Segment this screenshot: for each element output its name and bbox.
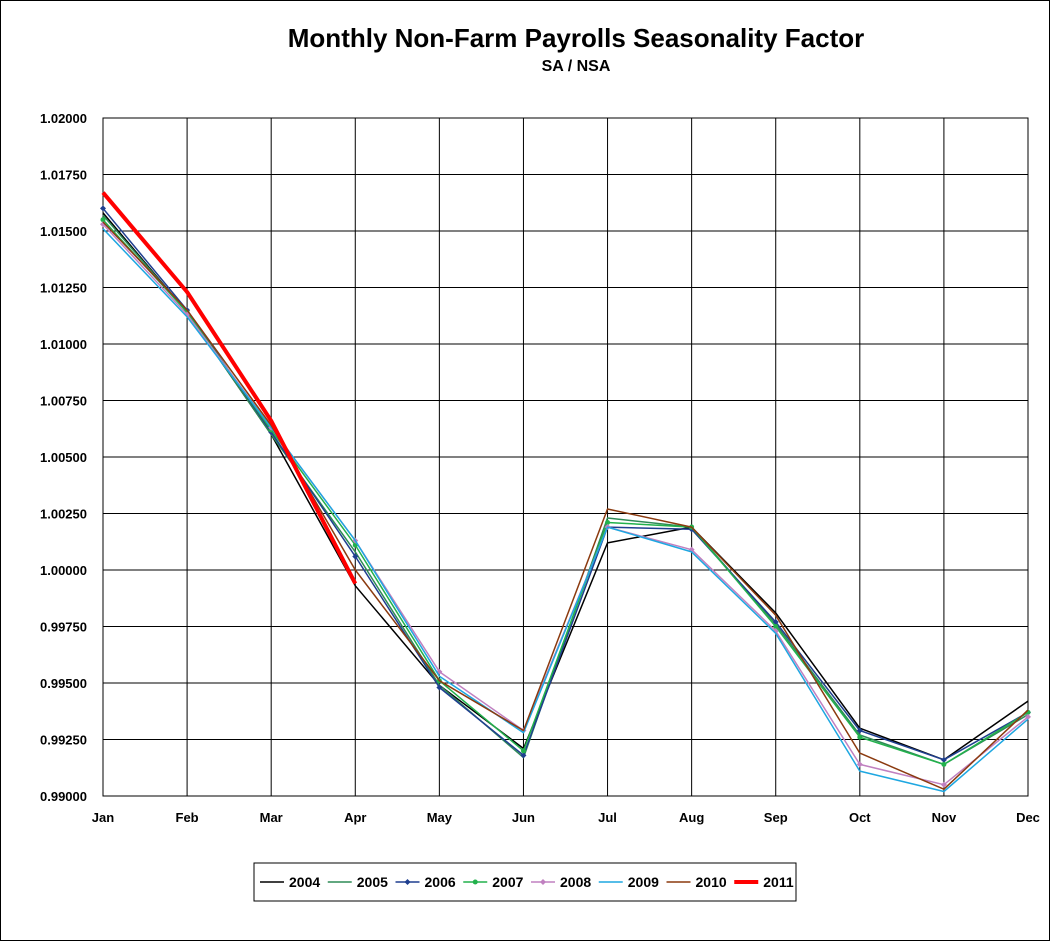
y-tick-label: 0.99000 — [40, 789, 87, 804]
legend-item-2010: 2010 — [666, 874, 727, 890]
series-2006 — [100, 205, 1031, 763]
data-point — [352, 553, 359, 560]
data-point — [940, 781, 947, 788]
chart-subtitle: SA / NSA — [542, 58, 611, 75]
data-point — [773, 624, 779, 629]
y-tick-label: 1.01000 — [40, 337, 87, 352]
legend: 2004 2005 2006 2007 2008 2009 2010 2011 — [253, 862, 797, 902]
y-tick-label: 1.00000 — [40, 563, 87, 578]
data-point — [100, 217, 106, 223]
data-point — [1025, 713, 1031, 720]
x-tick-label: May — [427, 810, 453, 825]
series-2008 — [100, 221, 1031, 788]
y-tick-label: 0.99250 — [40, 733, 87, 748]
data-point — [520, 752, 527, 759]
y-tick-label: 1.01750 — [40, 168, 87, 183]
data-point — [940, 756, 947, 763]
y-tick-label: 0.99500 — [40, 676, 87, 691]
y-tick-label: 1.01500 — [40, 224, 87, 239]
y-tick-label: 1.01250 — [40, 281, 87, 296]
x-tick-label: Dec — [1016, 810, 1040, 825]
legend-marker — [404, 879, 411, 885]
series-line-2009 — [102, 228, 1029, 793]
legend-label: 2010 — [696, 874, 727, 890]
legend-label: 2004 — [289, 874, 320, 890]
x-tick-label: Jan — [92, 810, 114, 825]
legend-item-2007: 2007 — [463, 874, 524, 890]
legend-item-2008: 2008 — [531, 874, 591, 890]
y-tick-label: 1.02000 — [40, 111, 87, 126]
data-point — [605, 520, 611, 526]
legend-label: 2007 — [492, 874, 523, 890]
series-2007 — [100, 217, 1031, 767]
series-2004 — [102, 212, 1029, 761]
series-2010 — [102, 221, 1029, 790]
series-line-2010 — [102, 221, 1029, 790]
legend-marker — [472, 879, 478, 885]
legend-marker — [540, 879, 546, 885]
data-point — [100, 205, 106, 212]
y-tick-label: 1.00750 — [40, 394, 87, 409]
data-point — [520, 748, 526, 754]
data-point — [856, 727, 863, 734]
plot-border — [102, 117, 1029, 797]
x-tick-label: Sep — [764, 810, 788, 825]
series-line-2005 — [102, 214, 1029, 766]
legend-item-2009: 2009 — [598, 874, 659, 890]
series-2009 — [102, 228, 1029, 793]
x-tick-label: Oct — [849, 810, 871, 825]
data-point — [436, 684, 443, 691]
x-tick-label: Apr — [344, 810, 366, 825]
chart-title: Monthly Non-Farm Payrolls Seasonality Fa… — [288, 23, 864, 53]
legend-label: 2008 — [560, 874, 591, 890]
series-2005 — [102, 214, 1029, 766]
x-tick-label: Jun — [512, 810, 535, 825]
plot-area: 1.02000 1.01750 1.01500 1.01250 1.01000 1.007… — [40, 111, 1040, 825]
x-tick-label: Nov — [932, 810, 957, 825]
y-tick-label: 0.99750 — [40, 620, 87, 635]
data-point — [772, 618, 779, 625]
series-line-2008 — [102, 223, 1029, 786]
legend-label: 2009 — [628, 874, 659, 890]
x-tick-label: Feb — [176, 810, 199, 825]
data-point — [857, 734, 863, 740]
x-tick-label: Aug — [679, 810, 704, 825]
legend-item-2005: 2005 — [327, 874, 388, 890]
y-tick-label: 1.00250 — [40, 507, 87, 522]
legend-label: 2005 — [357, 874, 388, 890]
legend-label: 2006 — [425, 874, 456, 890]
y-tick-label: 1.00500 — [40, 450, 87, 465]
data-point — [856, 761, 863, 768]
series-2011 — [101, 191, 358, 585]
legend-item-2006: 2006 — [395, 874, 456, 890]
series-line-2004 — [102, 212, 1029, 761]
legend-label: 2011 — [763, 874, 794, 890]
x-tick-label: Jul — [598, 810, 617, 825]
series-line-2011 — [101, 191, 358, 585]
legend-item-2011: 2011 — [734, 874, 794, 890]
data-point — [941, 761, 947, 767]
x-tick-label: Mar — [260, 810, 283, 825]
series-line-2006 — [102, 207, 1029, 761]
legend-item-2004: 2004 — [260, 874, 320, 890]
